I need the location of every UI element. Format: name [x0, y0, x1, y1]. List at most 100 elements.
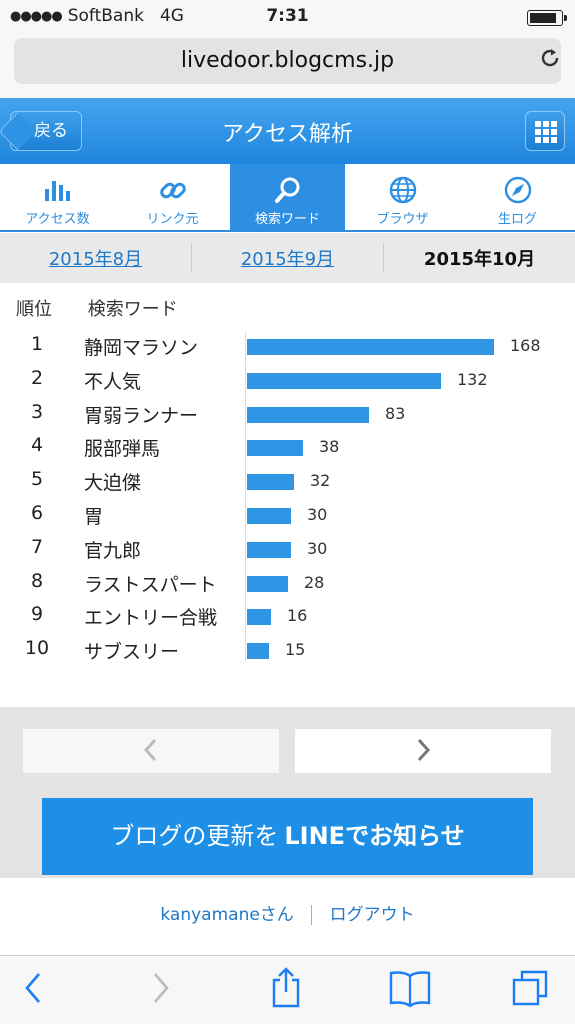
count-value: 16 — [287, 606, 308, 626]
divider — [383, 243, 384, 273]
search-word: 服部弾馬 — [84, 438, 161, 461]
rank-number: 1 — [30, 333, 44, 355]
count-bar — [247, 474, 294, 491]
tab-access-count[interactable]: アクセス数 — [0, 164, 115, 230]
search-word: 不人気 — [84, 370, 142, 393]
rank-number: 2 — [30, 366, 44, 389]
browser-address-area: livedoor.blogcms.jp — [0, 34, 575, 98]
count-value: 15 — [285, 640, 306, 660]
bookmarks-icon[interactable] — [388, 968, 432, 1012]
tab-label: アクセス数 — [25, 212, 90, 227]
clock: 7:31 — [266, 6, 309, 26]
search-word: 胃 — [84, 506, 104, 528]
chevron-left-icon — [23, 735, 279, 772]
rank-column-header: 順位 — [16, 299, 52, 320]
user-footer: kanyamaneさん ログアウト — [0, 878, 575, 942]
tabs-icon[interactable] — [510, 968, 550, 1012]
search-word: ラストスパート — [84, 573, 217, 596]
line-notify-banner[interactable]: ブログの更新を LINEでお知らせ — [42, 798, 533, 875]
count-bar — [247, 508, 291, 524]
search-icon — [230, 174, 345, 206]
signal-strength: ●●●●● — [10, 8, 63, 24]
count-value: 30 — [307, 538, 328, 558]
divider — [191, 243, 192, 273]
rank-number: 10 — [24, 637, 50, 660]
carrier-name: SoftBank — [67, 6, 144, 26]
ranking-row: 2 不人気 132 — [0, 363, 575, 397]
ranking-row: 3 胃弱ランナー 83 — [0, 397, 575, 431]
link-icon — [115, 174, 230, 206]
month-selector: 2015年8月 2015年9月 2015年10月 — [0, 233, 575, 283]
count-bar — [247, 541, 291, 558]
search-word: エントリー合戦 — [84, 607, 218, 630]
grid-icon[interactable] — [525, 111, 565, 151]
count-bar — [247, 575, 288, 592]
rank-number: 7 — [30, 535, 44, 558]
tab-browser[interactable]: ブラウザ — [345, 164, 460, 230]
search-word: 官九郎 — [84, 539, 142, 562]
browser-back-icon[interactable] — [22, 970, 44, 1010]
month-current: 2015年10月 — [423, 249, 536, 270]
count-value: 132 — [457, 369, 488, 389]
tab-label: 検索ワード — [254, 212, 320, 227]
ranking-row: 4 服部弾馬 38 — [0, 430, 575, 464]
ranking-row: 10 サブスリー 15 — [0, 633, 575, 667]
ranking-row: 7 官九郎 30 — [0, 532, 575, 566]
search-word: 静岡マラソン — [84, 337, 199, 359]
tab-link-source[interactable]: リンク元 — [115, 164, 230, 230]
status-bar: ●●●●● SoftBank 4G 7:31 — [0, 0, 575, 34]
count-value: 30 — [307, 505, 328, 524]
rank-number: 6 — [30, 502, 44, 524]
count-bar — [247, 643, 269, 660]
rank-number: 3 — [30, 400, 44, 423]
chevron-right-icon — [295, 735, 551, 772]
app-header: 戻る アクセス解析 — [0, 98, 575, 164]
search-word-ranking: 順位 検索ワード 1 静岡マラソン 168 2 不人気 132 3 胃弱ランナー 83 4 服部弾馬… — [0, 283, 575, 707]
month-link-aug[interactable]: 2015年8月 — [48, 249, 143, 270]
count-value: 83 — [385, 403, 406, 423]
pager-area: ブログの更新を LINEでお知らせ — [0, 707, 575, 878]
reload-icon[interactable] — [539, 46, 561, 76]
banner-text: ブログの更新を — [110, 822, 279, 850]
tab-search-words[interactable]: 検索ワード — [230, 164, 345, 230]
tab-raw-log[interactable]: 生ログ — [460, 164, 575, 230]
prev-page-button[interactable] — [23, 729, 279, 773]
chart-axis — [245, 331, 246, 661]
page-title: アクセス解析 — [222, 122, 353, 147]
ranking-row: 6 胃 30 — [0, 498, 575, 532]
rank-number: 9 — [30, 603, 44, 626]
count-bar — [247, 609, 271, 626]
count-value: 28 — [304, 572, 325, 592]
search-word: 胃弱ランナー — [84, 404, 199, 427]
rank-number: 5 — [30, 468, 44, 491]
network-type: 4G — [159, 6, 184, 26]
count-value: 168 — [510, 336, 541, 355]
bar-chart-icon — [0, 174, 115, 206]
globe-icon — [345, 174, 460, 206]
count-bar — [247, 440, 303, 457]
ranking-header: 順位 検索ワード — [16, 295, 178, 321]
browser-forward-icon[interactable] — [150, 970, 172, 1010]
divider — [311, 905, 313, 925]
compass-icon — [460, 174, 575, 206]
month-link-sep[interactable]: 2015年9月 — [240, 249, 335, 270]
next-page-button[interactable] — [295, 729, 551, 773]
count-bar — [247, 372, 441, 389]
ranking-row: 9 エントリー合戦 16 — [0, 599, 575, 633]
back-button[interactable]: 戻る — [10, 111, 82, 151]
count-bar — [247, 339, 494, 355]
logout-link[interactable]: ログアウト — [329, 905, 415, 925]
rank-number: 8 — [30, 569, 44, 592]
ranking-row: 1 静岡マラソン 168 — [0, 329, 575, 363]
user-name-link[interactable]: kanyamaneさん — [160, 905, 294, 925]
rank-number: 4 — [30, 434, 44, 457]
search-word: サブスリー — [84, 641, 180, 664]
address-bar[interactable]: livedoor.blogcms.jp — [14, 38, 561, 84]
tab-label: リンク元 — [146, 212, 199, 227]
ranking-row: 5 大迫傑 32 — [0, 464, 575, 498]
share-icon[interactable] — [270, 966, 302, 1012]
banner-bold-text: LINEでお知らせ — [284, 822, 465, 850]
analytics-tabs: アクセス数 リンク元 検索ワード ブラウザ 生ログ — [0, 164, 575, 232]
tab-label: ブラウザ — [376, 212, 429, 227]
count-value: 38 — [319, 437, 340, 457]
